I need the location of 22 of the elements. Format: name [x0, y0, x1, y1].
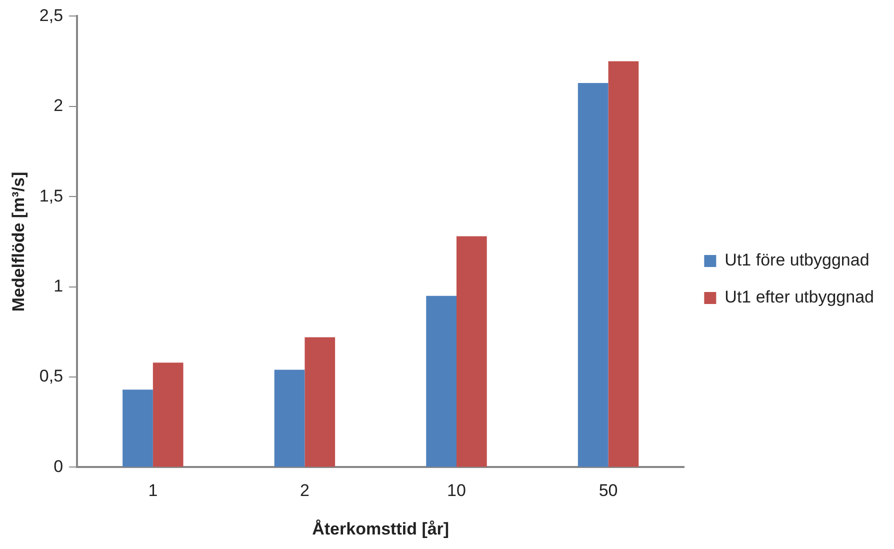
- bar: [456, 236, 487, 467]
- legend-label: Ut1 efter utbyggnad: [724, 288, 874, 307]
- bar: [608, 61, 639, 467]
- y-tick-label: 2: [54, 96, 64, 116]
- bar: [578, 82, 608, 467]
- x-tick-label: 1: [148, 481, 158, 500]
- y-tick-label: 1: [54, 276, 64, 296]
- y-axis-title: Medelflöde [m³/s]: [8, 172, 28, 312]
- x-tick-label: 10: [447, 481, 466, 500]
- bar: [122, 390, 153, 467]
- y-tick-label: 0: [54, 456, 64, 476]
- bar: [304, 337, 336, 467]
- bar: [426, 296, 456, 467]
- x-tick-label: 50: [598, 481, 618, 500]
- y-tick-label: 0,5: [39, 366, 64, 386]
- x-tick-label: 2: [300, 481, 310, 500]
- y-tick-label: 1,5: [39, 186, 64, 206]
- bar: [274, 370, 305, 467]
- legend-label: Ut1 före utbyggnad: [724, 250, 870, 270]
- x-axis-title: Återkomsttid [år]: [312, 519, 450, 538]
- y-tick-label: 2,5: [39, 6, 64, 25]
- bar: [152, 362, 184, 467]
